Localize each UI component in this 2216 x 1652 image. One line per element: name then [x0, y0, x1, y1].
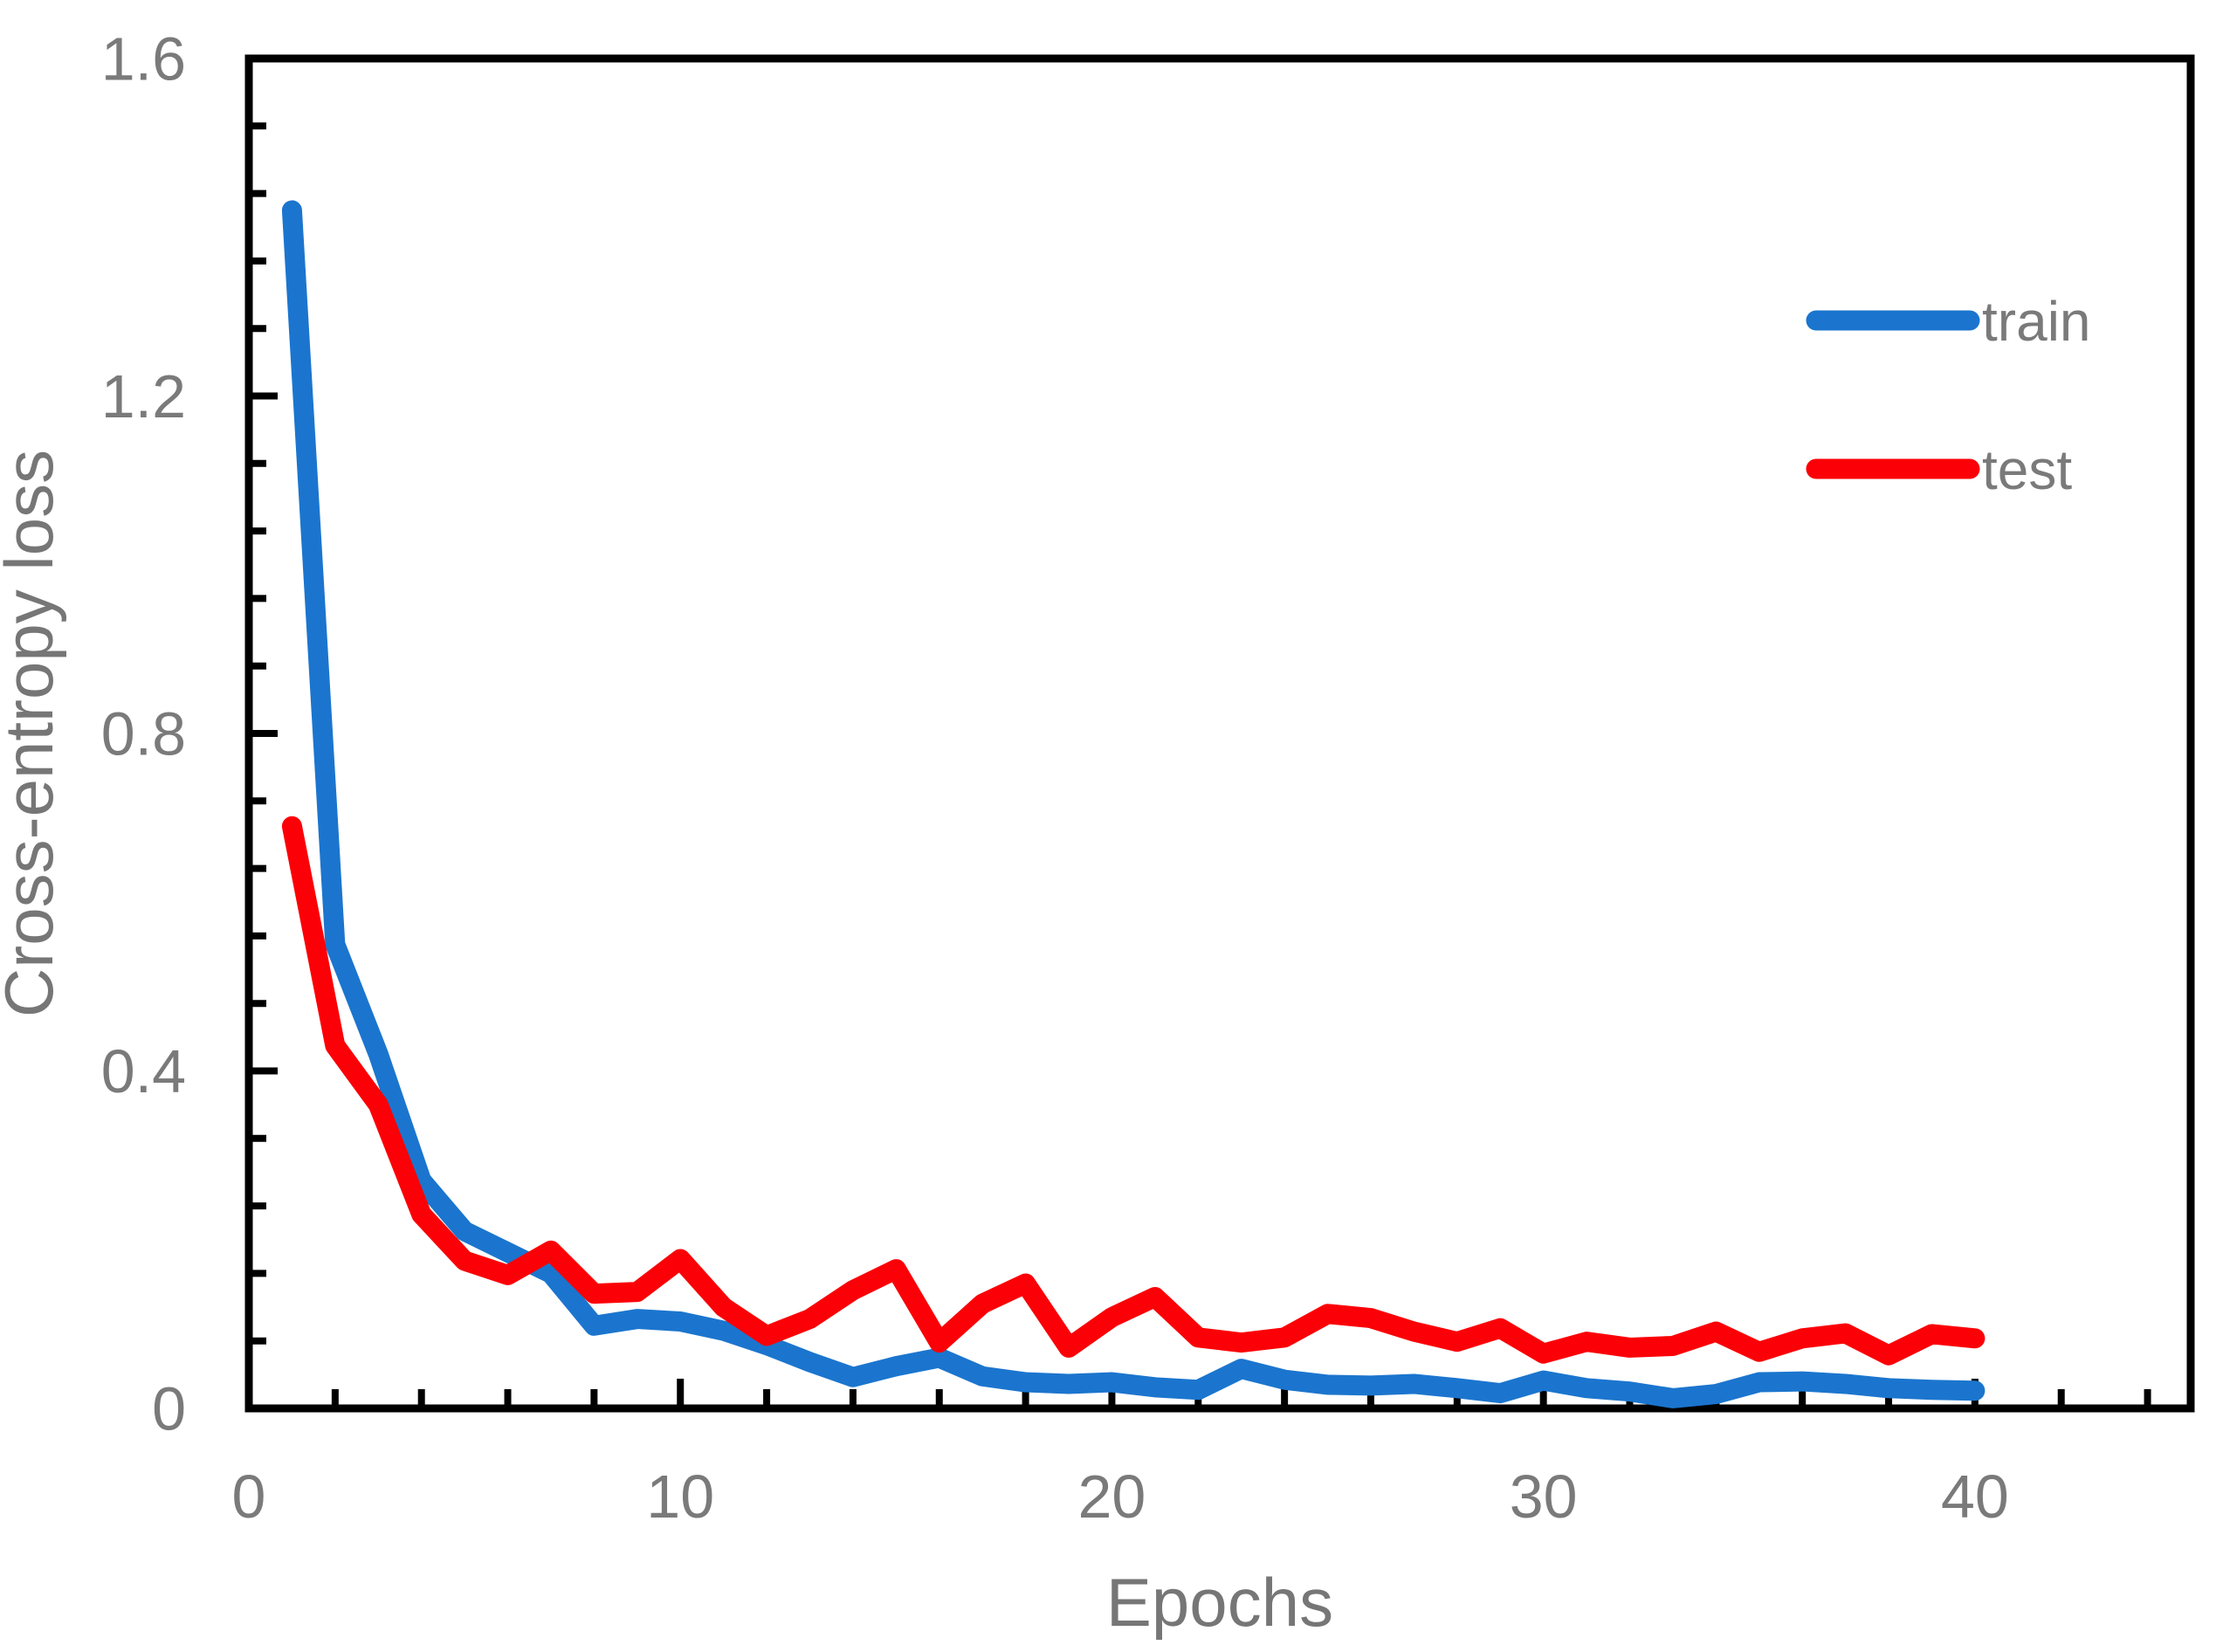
y-tick-label: 1.2 [101, 362, 186, 430]
x-tick-label: 20 [1078, 1463, 1146, 1531]
y-tick-label: 0.8 [101, 700, 186, 768]
legend-test-label: test [1982, 438, 2072, 501]
x-axis-tick-labels: 0 10 20 30 40 [232, 1463, 2009, 1531]
y-axis-title: Cross-entropy loss [0, 450, 67, 1017]
train-series-line [281, 200, 1985, 1408]
legend: train test [1806, 290, 2091, 501]
y-axis-ticks [249, 122, 278, 1345]
y-tick-label: 0 [152, 1375, 186, 1443]
y-tick-label: 1.6 [101, 25, 186, 93]
x-tick-label: 10 [646, 1463, 714, 1531]
data-series-lines [281, 200, 1985, 1408]
test-series-line [281, 816, 1985, 1366]
legend-train-label: train [1982, 290, 2091, 353]
y-axis-tick-labels: 0 0.4 0.8 1.2 1.6 [101, 25, 186, 1443]
x-tick-label: 30 [1510, 1463, 1578, 1531]
x-tick-label: 40 [1941, 1463, 2009, 1531]
y-tick-label: 0.4 [101, 1037, 186, 1105]
plot-border [244, 54, 2195, 1413]
x-tick-label: 0 [232, 1463, 266, 1531]
x-axis-title: Epochs [1106, 1564, 1333, 1641]
